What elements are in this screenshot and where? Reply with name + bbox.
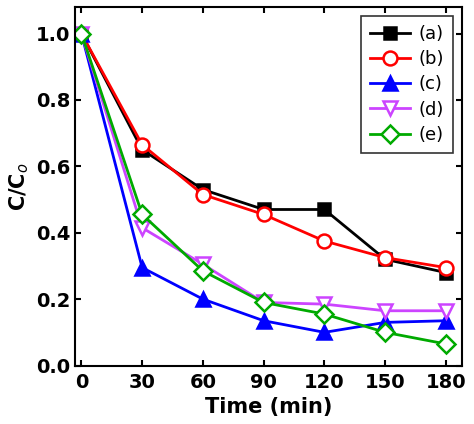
(a) [139, 147, 145, 152]
(b) [139, 142, 145, 147]
(d) [79, 31, 84, 36]
(e) [321, 312, 327, 317]
(c) [139, 265, 145, 270]
(a) [321, 207, 327, 212]
(b) [321, 238, 327, 243]
(d) [200, 262, 206, 267]
(d) [383, 308, 388, 313]
(c) [200, 297, 206, 302]
Line: (e): (e) [75, 27, 452, 350]
(d) [139, 225, 145, 230]
(d) [321, 301, 327, 307]
(c) [79, 31, 84, 36]
(b) [261, 212, 266, 217]
(c) [321, 330, 327, 335]
(d) [443, 308, 449, 313]
(e) [383, 330, 388, 335]
Line: (c): (c) [74, 27, 453, 339]
(a) [443, 270, 449, 275]
(a) [79, 31, 84, 36]
(b) [79, 31, 84, 36]
(e) [261, 300, 266, 305]
(c) [443, 318, 449, 323]
(b) [383, 255, 388, 260]
Legend: (a), (b), (c), (d), (e): (a), (b), (c), (d), (e) [361, 16, 453, 153]
Line: (d): (d) [74, 27, 453, 318]
(e) [139, 212, 145, 217]
(a) [261, 207, 266, 212]
(c) [383, 320, 388, 325]
X-axis label: Time (min): Time (min) [205, 397, 332, 417]
(a) [200, 187, 206, 192]
(a) [383, 257, 388, 262]
Line: (a): (a) [75, 27, 452, 279]
(e) [79, 31, 84, 36]
Y-axis label: C/C$_o$: C/C$_o$ [7, 162, 30, 211]
(d) [261, 300, 266, 305]
Line: (b): (b) [74, 27, 453, 275]
(c) [261, 318, 266, 323]
(e) [443, 341, 449, 346]
(b) [200, 192, 206, 197]
(b) [443, 265, 449, 270]
(e) [200, 268, 206, 273]
